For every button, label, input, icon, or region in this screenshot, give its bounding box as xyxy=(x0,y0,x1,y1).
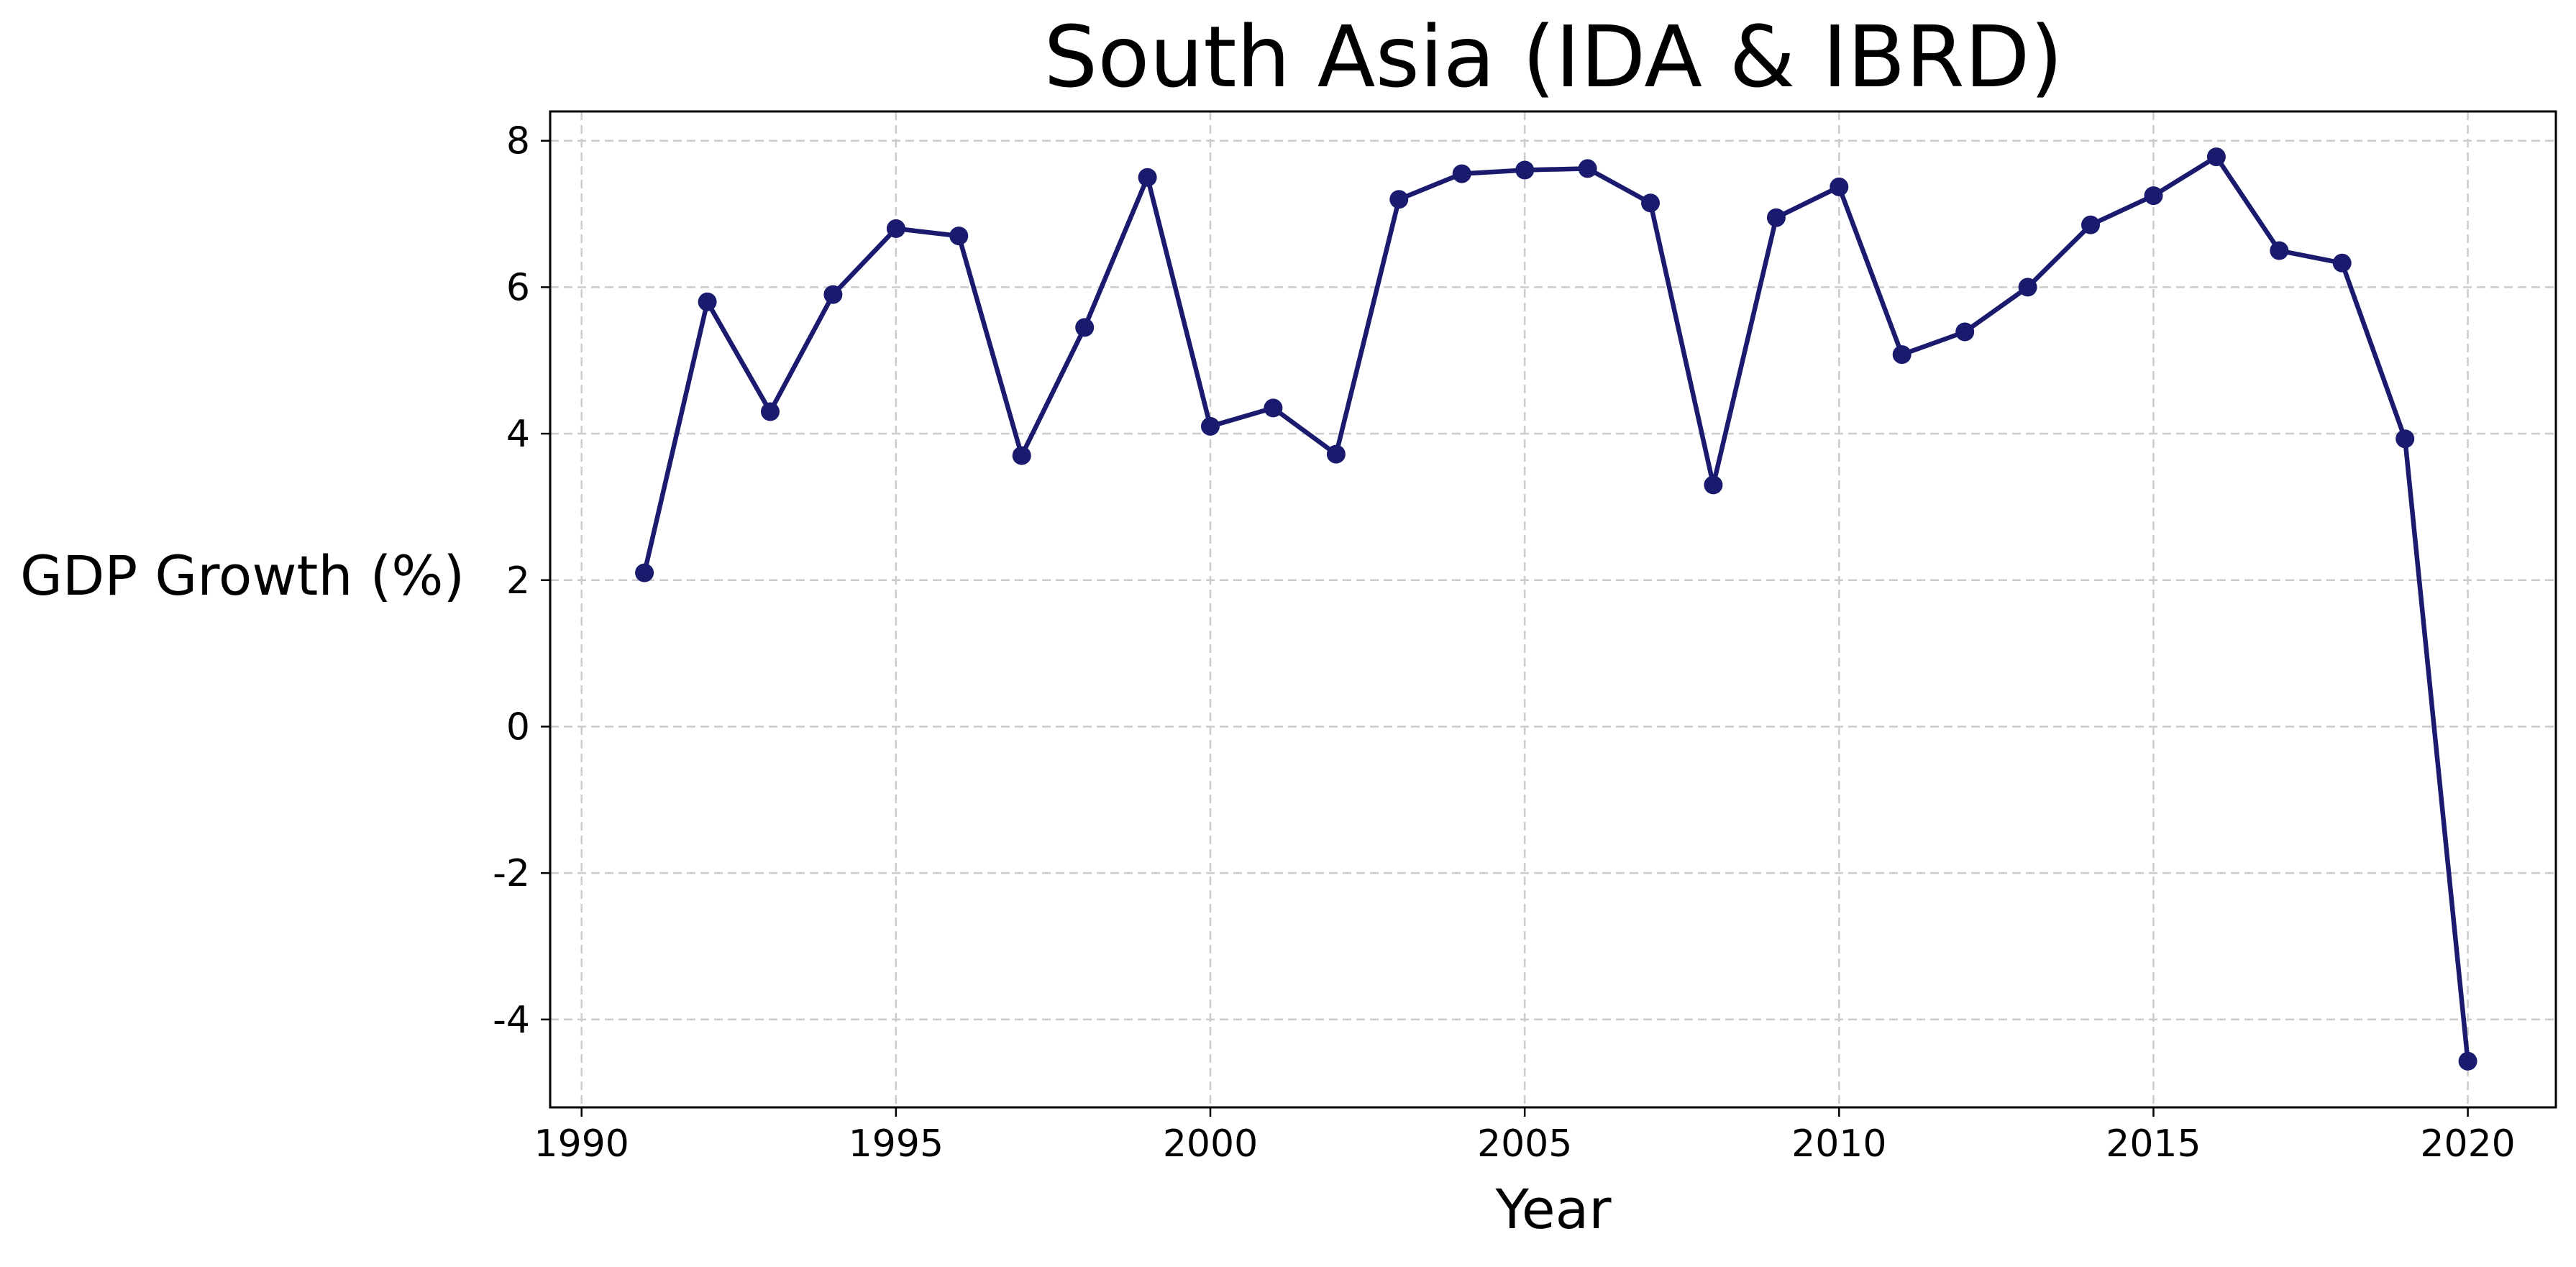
x-tick-label: 2010 xyxy=(1791,1122,1886,1166)
data-point xyxy=(1892,345,1912,365)
data-point xyxy=(698,292,717,311)
data-point xyxy=(1955,322,1975,342)
data-point xyxy=(2270,241,2289,260)
data-point xyxy=(1389,190,1409,209)
x-tick-label: 1990 xyxy=(534,1122,629,1166)
data-point xyxy=(2144,186,2163,206)
y-tick-label: 8 xyxy=(506,120,530,163)
y-tick-label: -4 xyxy=(493,999,530,1042)
x-axis-label: Year xyxy=(1495,1177,1612,1241)
data-point xyxy=(1641,193,1660,213)
data-point xyxy=(2395,429,2415,449)
data-point xyxy=(2018,278,2037,297)
data-point xyxy=(949,227,969,246)
data-point xyxy=(1075,318,1095,337)
data-point xyxy=(635,563,654,582)
data-point xyxy=(823,285,843,304)
plot-frame xyxy=(549,110,2557,1109)
data-point xyxy=(1326,444,1346,464)
x-tick-label: 1995 xyxy=(849,1122,944,1166)
grid xyxy=(550,111,2556,1107)
y-tick-label: 2 xyxy=(506,559,530,603)
x-tick-label: 2015 xyxy=(2106,1122,2201,1166)
y-tick-label: 6 xyxy=(506,266,530,309)
data-point xyxy=(1201,416,1220,436)
data-point xyxy=(2081,215,2100,234)
data-point xyxy=(1704,475,1723,495)
y-tick-label: 0 xyxy=(506,705,530,749)
axis-ticks: 1990 1995 2000 2005 2010 2015 2020 -4 -2 0 2 4 6 8 xyxy=(493,120,2516,1166)
x-tick-label: 2000 xyxy=(1163,1122,1258,1166)
data-point xyxy=(1012,446,1031,465)
data-point xyxy=(1264,398,1283,418)
x-tick-label: 2005 xyxy=(1477,1122,1572,1166)
data-point xyxy=(1138,168,1157,187)
data-point xyxy=(1452,164,1471,183)
data-point xyxy=(1830,177,1849,196)
data-point xyxy=(2206,147,2226,167)
y-tick-label: -2 xyxy=(493,852,530,895)
data-point xyxy=(2458,1051,2477,1071)
data-point xyxy=(1515,160,1535,180)
series-line xyxy=(641,154,2470,1064)
x-tick-label: 2020 xyxy=(2420,1122,2515,1166)
y-axis-label: GDP Growth (%) xyxy=(20,544,465,608)
y-tick-label: 4 xyxy=(506,413,530,456)
data-point xyxy=(2332,253,2352,273)
series xyxy=(635,147,2477,1071)
data-point xyxy=(886,219,905,238)
chart-title: South Asia (IDA & IBRD) xyxy=(1043,7,2063,106)
data-point xyxy=(1578,159,1597,178)
data-point xyxy=(1766,208,1786,227)
data-point xyxy=(761,402,780,421)
